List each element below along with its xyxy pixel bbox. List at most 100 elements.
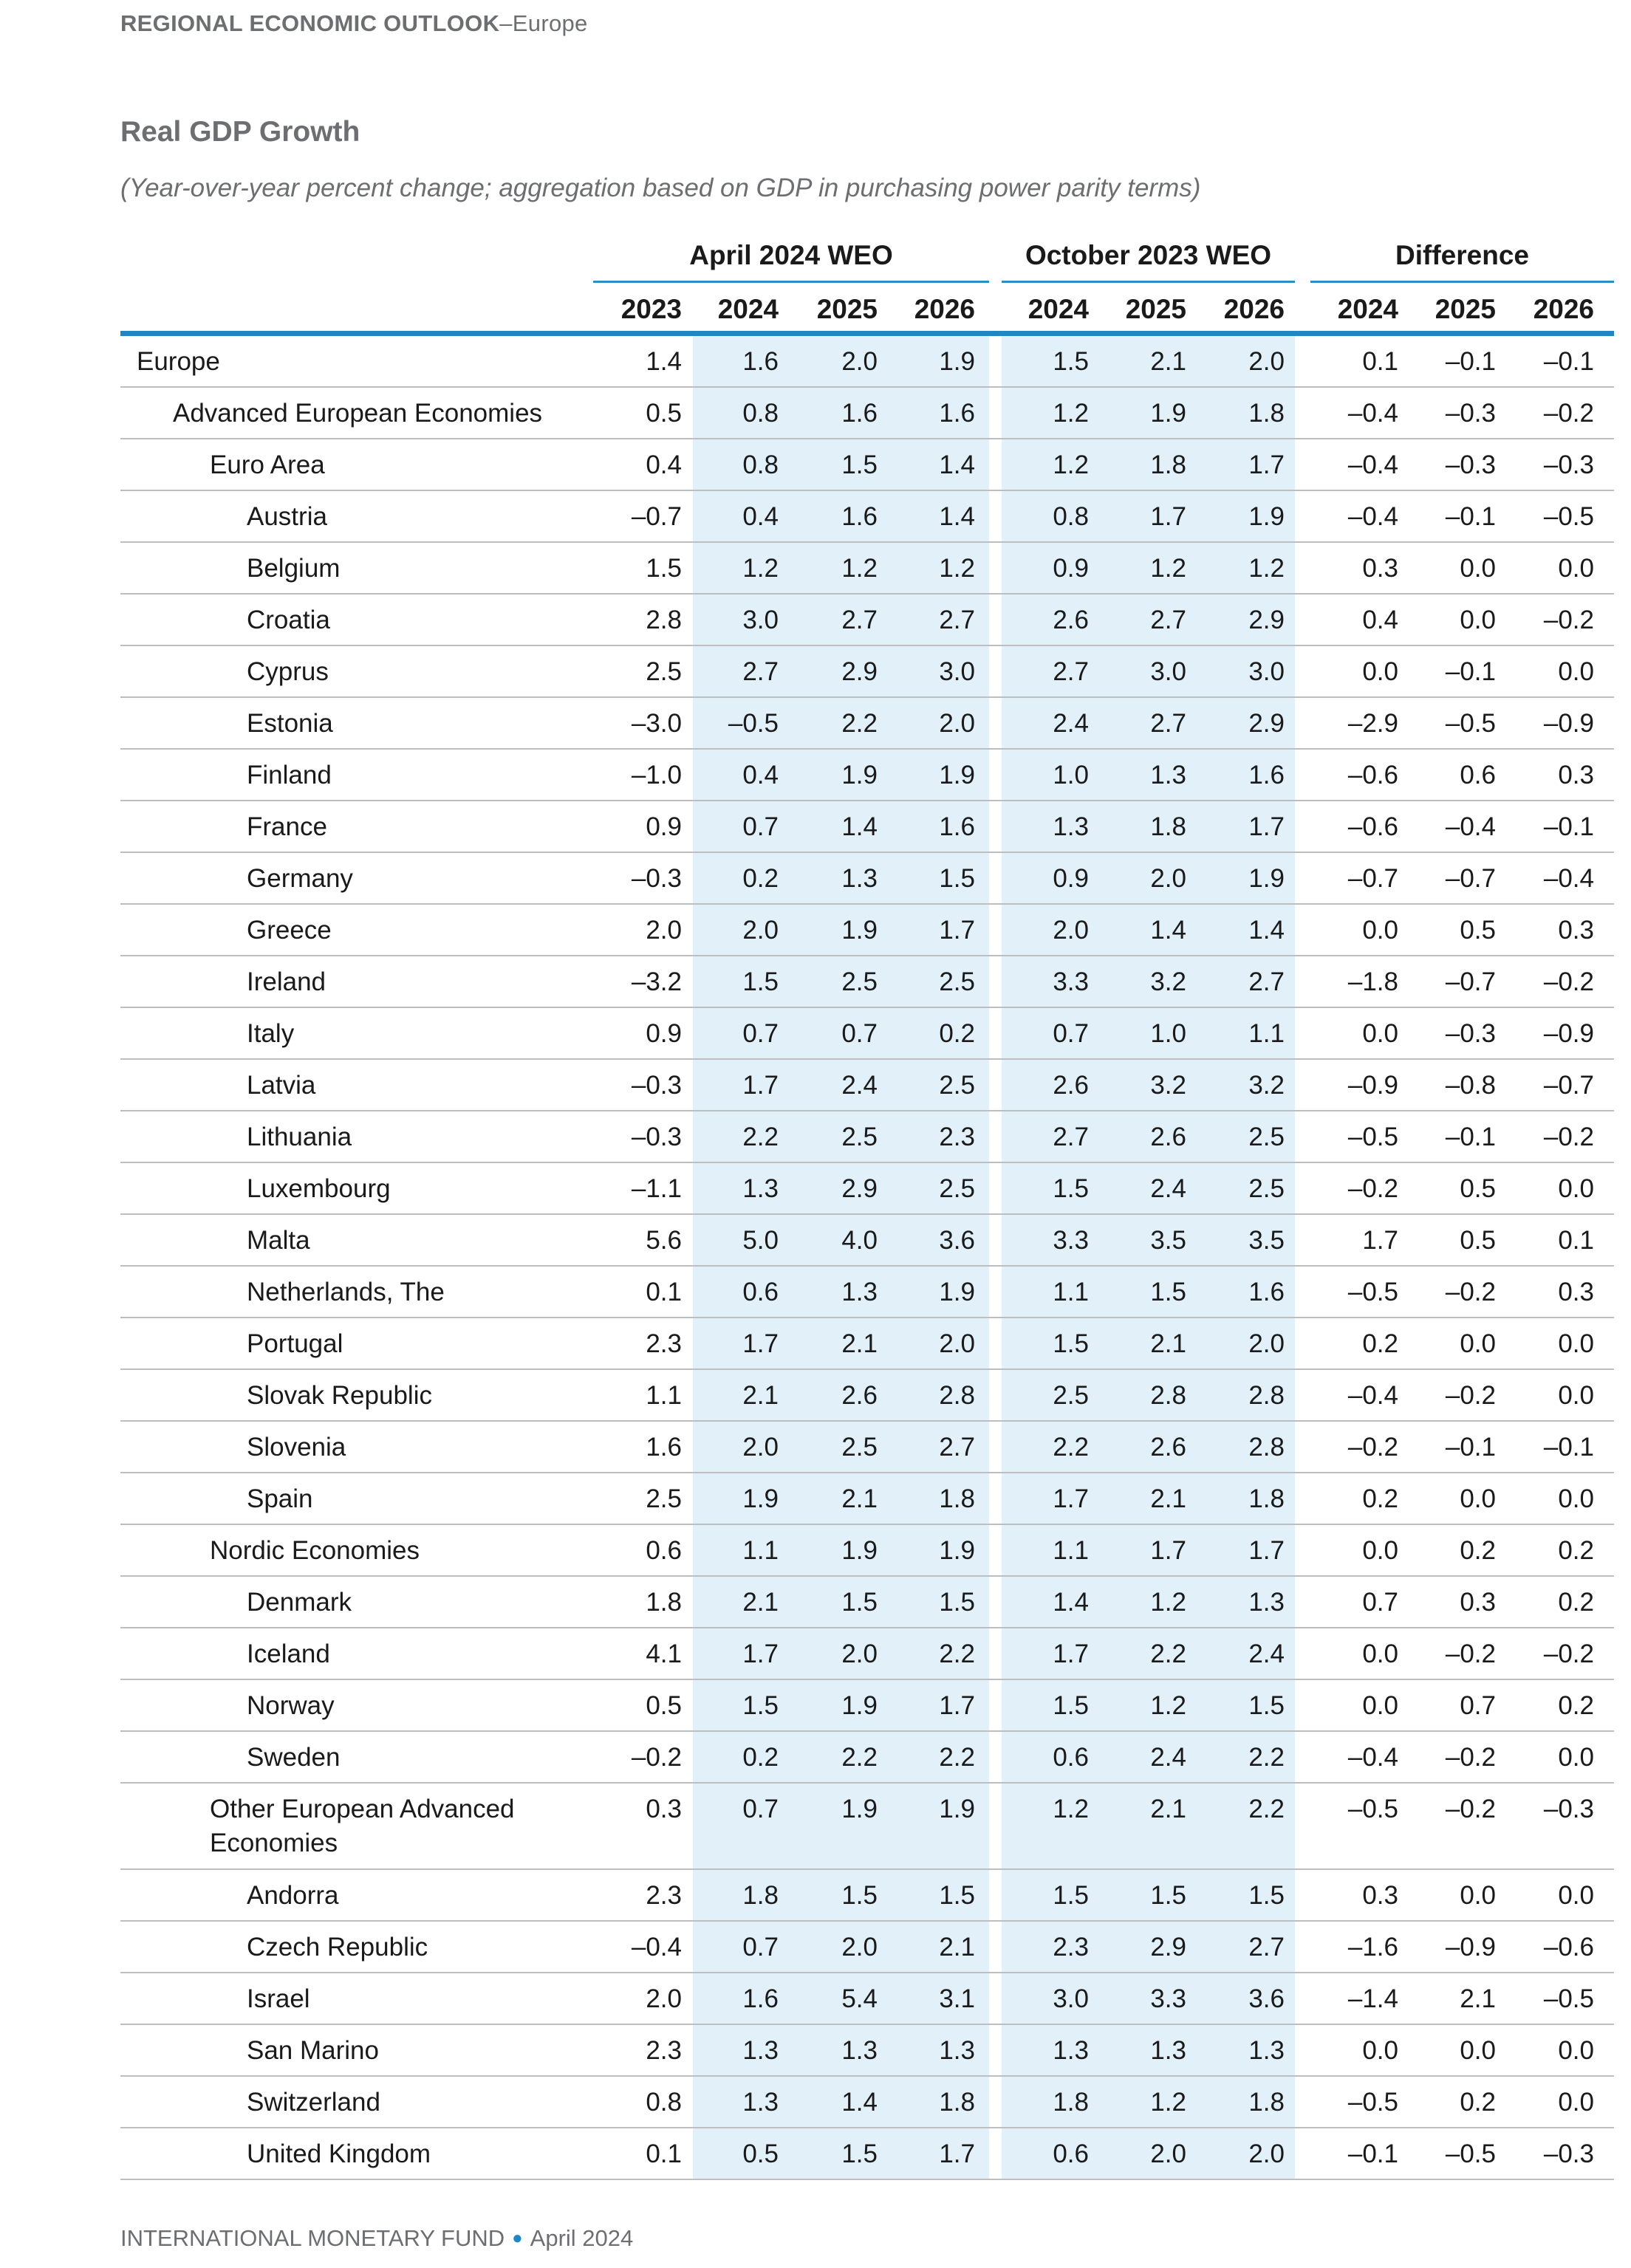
- running-head-publication: REGIONAL ECONOMIC OUTLOOK: [120, 10, 500, 36]
- cell-value: 2.2: [1248, 1795, 1285, 1823]
- cell-value: 1.7: [1248, 812, 1285, 841]
- table-row: France 0.9 0.7 1.4 1.6 1.3 1.8 1.7 –0.6 –0.4 –0.1: [120, 801, 1614, 853]
- cell-value: –0.4: [631, 1933, 682, 1962]
- cell-value: 1.1: [1053, 1536, 1089, 1565]
- cell-value: 1.9: [841, 761, 878, 789]
- cell-value: 3.0: [1053, 1984, 1089, 2013]
- cell-value: 0.2: [939, 1019, 975, 1048]
- cell-value: 1.4: [1248, 916, 1285, 945]
- cell-value: 2.9: [841, 1174, 878, 1203]
- cell-value: –0.2: [1543, 1123, 1594, 1151]
- cell-value: 0.7: [742, 1795, 779, 1823]
- row-label: United Kingdom: [247, 2139, 431, 2168]
- cell-value: 0.4: [742, 761, 779, 789]
- cell-value: 2.9: [841, 657, 878, 686]
- cell-value: 1.8: [646, 1588, 682, 1617]
- cell-value: 0.2: [742, 864, 779, 893]
- cell-value: 1.5: [1053, 1174, 1089, 1203]
- cell-value: 1.5: [1248, 1691, 1285, 1720]
- cell-value: 2.2: [1248, 1743, 1285, 1772]
- cell-value: 3.3: [1150, 1984, 1186, 2013]
- cell-value: 0.9: [646, 812, 682, 841]
- cell-value: 0.7: [1362, 1588, 1398, 1617]
- cell-value: 2.2: [1150, 1640, 1186, 1668]
- october-weo-shading: [1002, 336, 1295, 2180]
- cell-value: 1.5: [939, 864, 975, 893]
- cell-value: –3.0: [631, 709, 682, 738]
- cell-value: 3.0: [742, 606, 779, 634]
- row-label: Netherlands, The: [247, 1278, 445, 1306]
- cell-value: 0.0: [1558, 1381, 1594, 1410]
- table-row: Andorra 2.3 1.8 1.5 1.5 1.5 1.5 1.5 0.3 0.0 0.0: [120, 1870, 1614, 1922]
- cell-value: –1.8: [1347, 967, 1398, 996]
- cell-value: 0.6: [742, 1278, 779, 1306]
- cell-value: 2.2: [841, 1743, 878, 1772]
- cell-value: 2.7: [1053, 1123, 1089, 1151]
- cell-value: –0.4: [1347, 1381, 1398, 1410]
- cell-value: 1.5: [841, 2139, 878, 2168]
- cell-value: 1.8: [1248, 2088, 1285, 2117]
- cell-value: –0.7: [1543, 1071, 1594, 1100]
- cell-value: 1.1: [646, 1381, 682, 1410]
- year-header-3: 2026: [914, 294, 975, 324]
- table-row: Luxembourg –1.1 1.3 2.9 2.5 1.5 2.4 2.5 –0.2 0.5 0…: [120, 1163, 1614, 1215]
- cell-value: –0.4: [1347, 450, 1398, 479]
- cell-value: 1.3: [742, 1174, 779, 1203]
- row-label: Advanced European Economies: [173, 399, 543, 428]
- cell-value: 0.0: [1362, 916, 1398, 945]
- row-label: Luxembourg: [247, 1174, 391, 1203]
- cell-value: –1.4: [1347, 1984, 1398, 2013]
- cell-value: 1.9: [939, 347, 975, 376]
- cell-value: 1.5: [1150, 1881, 1186, 1910]
- cell-value: –0.2: [1347, 1433, 1398, 1462]
- cell-value: –0.6: [1347, 761, 1398, 789]
- cell-value: 1.5: [939, 1881, 975, 1910]
- cell-value: 2.3: [646, 1329, 682, 1358]
- cell-value: –0.9: [1543, 709, 1594, 738]
- cell-value: 0.0: [1460, 606, 1496, 634]
- cell-value: 0.0: [1558, 1329, 1594, 1358]
- cell-value: 1.6: [841, 502, 878, 531]
- cell-value: –0.7: [631, 502, 682, 531]
- group-header-october-2023-weo: October 2023 WEO: [1002, 235, 1295, 283]
- cell-value: 1.9: [1248, 502, 1285, 531]
- cell-value: 1.4: [1150, 916, 1186, 945]
- cell-value: –0.2: [1445, 1795, 1496, 1823]
- cell-value: 1.8: [1053, 2088, 1089, 2117]
- cell-value: 1.3: [1053, 812, 1089, 841]
- cell-value: 1.6: [1248, 1278, 1285, 1306]
- cell-value: 1.4: [1053, 1588, 1089, 1617]
- cell-value: 0.5: [646, 399, 682, 428]
- cell-value: 2.7: [1053, 657, 1089, 686]
- table-row: Nordic Economies 0.6 1.1 1.9 1.9 1.1 1.7 1.7 0.0…: [120, 1525, 1614, 1577]
- row-label: Israel: [247, 1984, 310, 2013]
- cell-value: 0.2: [1558, 1691, 1594, 1720]
- cell-value: –0.1: [1445, 1123, 1496, 1151]
- cell-value: –0.5: [1543, 502, 1594, 531]
- cell-value: –0.2: [1445, 1640, 1496, 1668]
- table-row: Cyprus 2.5 2.7 2.9 3.0 2.7 3.0 3.0 0.0 –0.1 0.0: [120, 646, 1614, 698]
- cell-value: 1.5: [742, 1691, 779, 1720]
- table-subtitle: (Year-over-year percent change; aggregat…: [120, 174, 1201, 202]
- cell-value: 1.1: [1248, 1019, 1285, 1048]
- cell-value: 1.6: [742, 1984, 779, 2013]
- cell-value: 5.6: [646, 1226, 682, 1255]
- cell-value: 2.5: [939, 1071, 975, 1100]
- cell-value: 1.2: [1150, 1691, 1186, 1720]
- cell-value: 3.2: [1248, 1071, 1285, 1100]
- cell-value: 1.4: [841, 2088, 878, 2117]
- cell-value: 1.1: [742, 1536, 779, 1565]
- year-header-9: 2026: [1533, 294, 1594, 324]
- cell-value: –0.6: [1543, 1933, 1594, 1962]
- cell-value: 3.6: [1248, 1984, 1285, 2013]
- row-label: Norway: [247, 1691, 335, 1720]
- cell-value: 0.0: [1362, 1640, 1398, 1668]
- cell-value: 0.7: [1460, 1691, 1496, 1720]
- cell-value: –0.5: [1445, 2139, 1496, 2168]
- cell-value: 2.3: [646, 2036, 682, 2065]
- cell-value: 1.2: [742, 554, 779, 583]
- cell-value: 0.7: [1053, 1019, 1089, 1048]
- year-header-5: 2025: [1125, 294, 1186, 324]
- cell-value: 2.8: [1150, 1381, 1186, 1410]
- cell-value: 1.7: [742, 1640, 779, 1668]
